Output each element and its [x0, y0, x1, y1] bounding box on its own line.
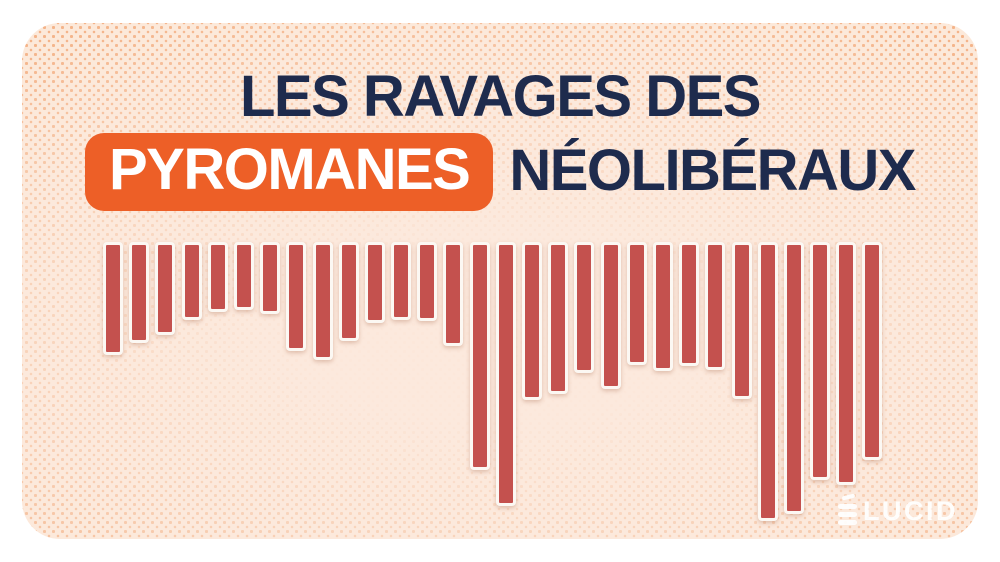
bar — [548, 242, 569, 394]
bar — [836, 242, 857, 485]
title-line-1: LES RAVAGES DES — [239, 64, 762, 129]
bar — [103, 242, 123, 355]
bar — [207, 242, 228, 312]
elucid-logo-text: LUCID — [863, 496, 958, 526]
bar — [757, 242, 778, 521]
bar — [155, 242, 176, 335]
bar — [626, 242, 647, 365]
bar — [574, 242, 595, 373]
bar — [522, 242, 542, 400]
bar — [783, 242, 804, 514]
bar — [731, 242, 752, 399]
bar — [443, 242, 464, 346]
bar — [391, 242, 412, 320]
bar — [181, 242, 202, 320]
highlight-badge: PYROMANES — [85, 133, 494, 211]
title-line-2-text: NÉOLIBÉRAUX — [509, 138, 916, 203]
bar — [600, 242, 621, 389]
card: LES RAVAGES DES PYROMANES NÉOLIBÉRAUX LU… — [22, 23, 978, 539]
bar — [469, 242, 490, 470]
elucid-accent-e-icon — [838, 493, 858, 525]
bar — [679, 242, 700, 366]
hanging-bar-chart — [103, 242, 883, 521]
bar — [810, 242, 831, 480]
bar — [312, 242, 333, 360]
elucid-logo: LUCID — [838, 493, 958, 526]
bar — [286, 242, 307, 351]
bar — [417, 242, 438, 321]
bar — [364, 242, 385, 323]
bar — [652, 242, 673, 371]
bar — [338, 242, 359, 341]
title-line-2: PYROMANES NÉOLIBÉRAUX — [22, 133, 978, 211]
bar — [260, 242, 281, 314]
bar — [495, 242, 516, 506]
bar — [705, 242, 726, 370]
bar — [862, 242, 883, 460]
bar — [129, 242, 150, 343]
bar — [233, 242, 254, 310]
